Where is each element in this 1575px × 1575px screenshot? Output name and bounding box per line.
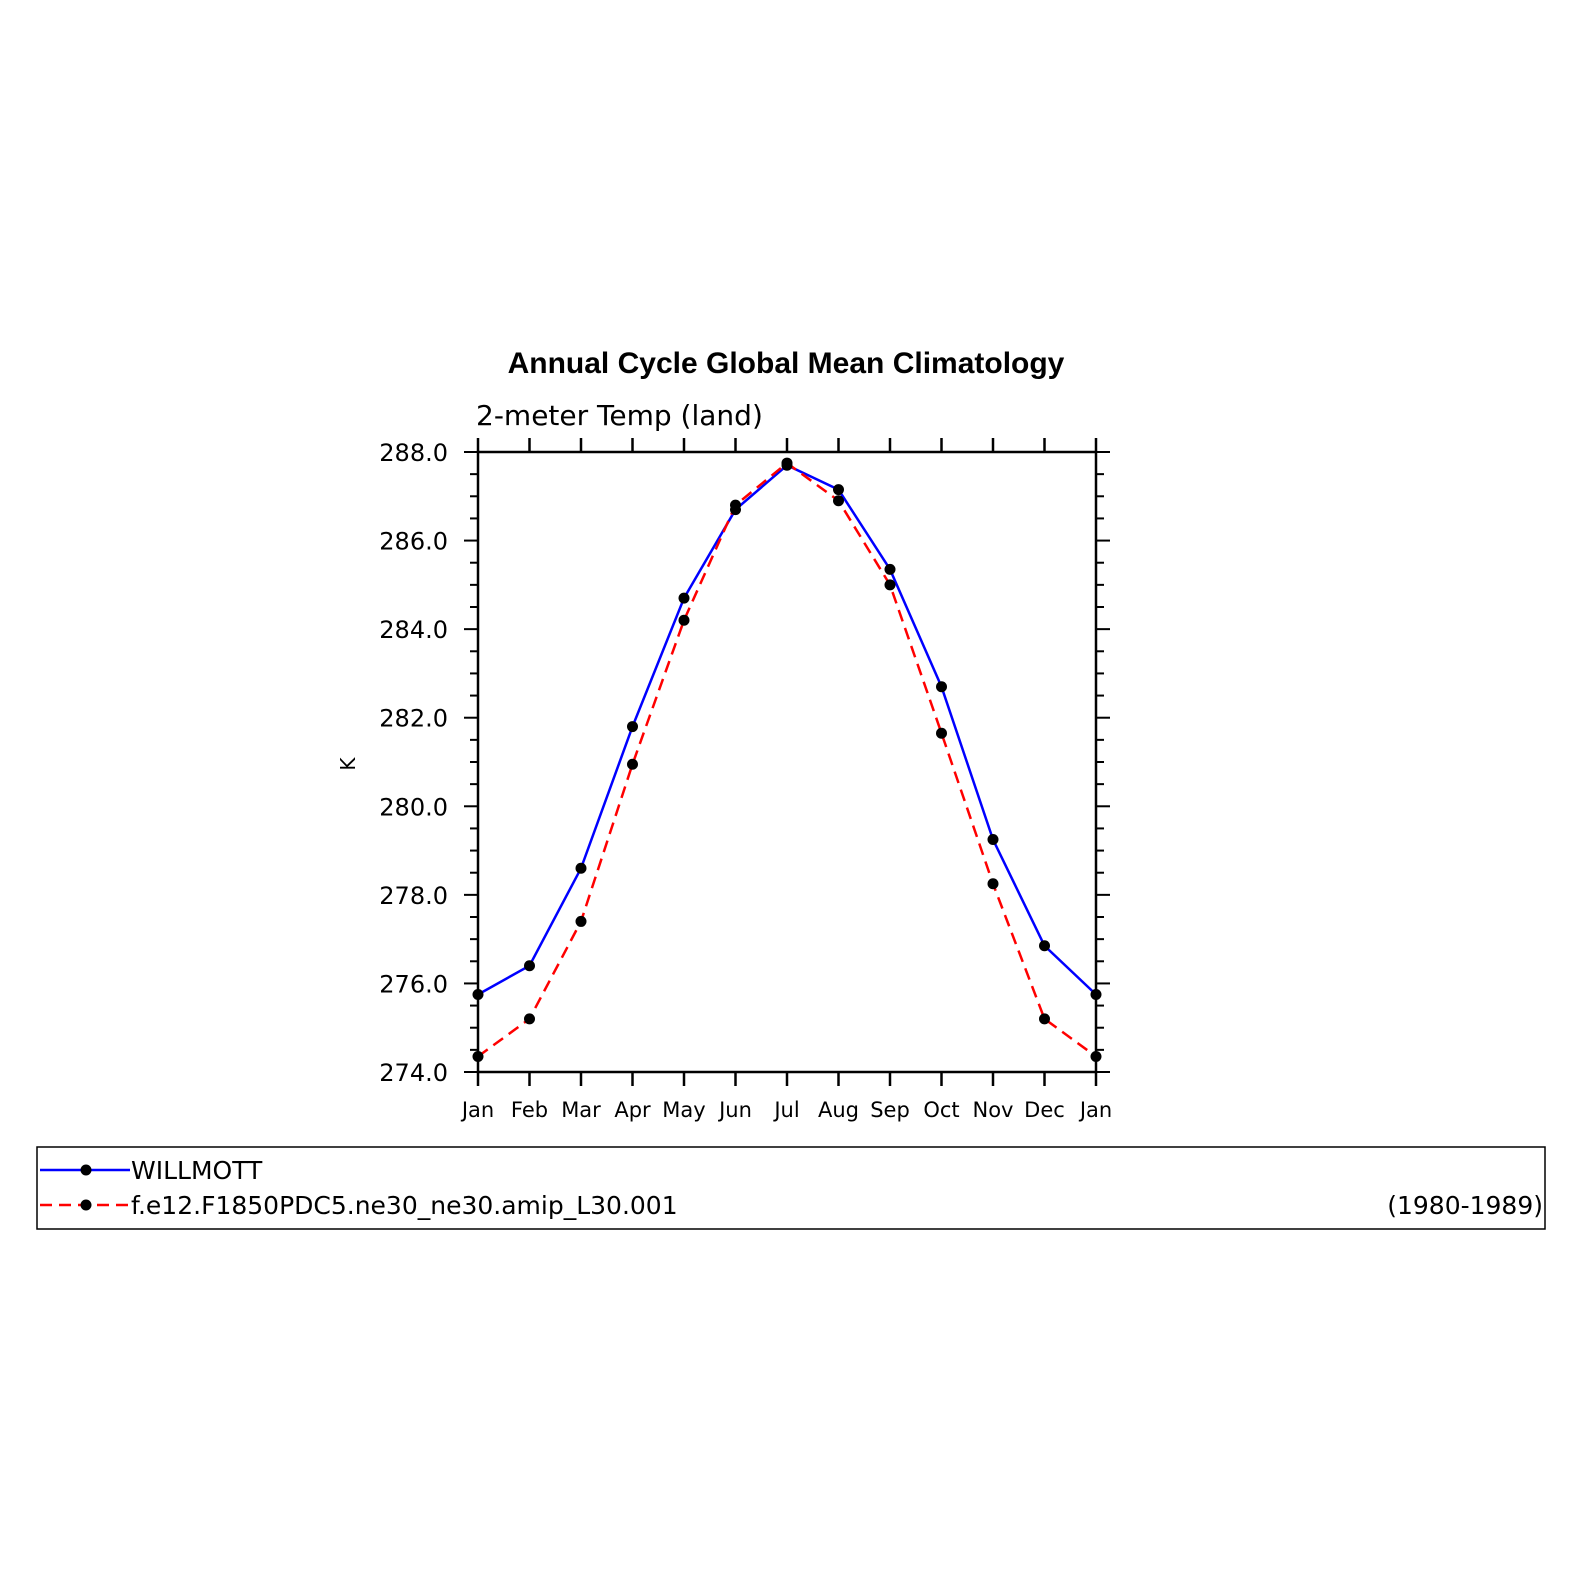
- series-point: [833, 484, 844, 496]
- x-tick-label: Jan: [460, 1098, 494, 1122]
- x-tick-label: Jul: [772, 1098, 799, 1122]
- x-tick-label: Mar: [561, 1098, 601, 1122]
- series-point: [472, 1051, 484, 1062]
- series-point: [936, 727, 947, 739]
- series-line: [477, 461, 1097, 1058]
- legend: WILLMOTT f.e12.F1850PDC5.ne30_ne30.amip_L…: [36, 1146, 1546, 1230]
- y-tick-label: 280.0: [379, 793, 448, 821]
- x-tick-label: Sep: [870, 1098, 910, 1122]
- series-point: [1090, 989, 1102, 1000]
- y-tick-label: 288.0: [379, 439, 448, 467]
- series-group: [472, 457, 1102, 1062]
- series-point: [627, 758, 638, 770]
- y-tick-label: 284.0: [379, 616, 448, 644]
- y-tick-label: 278.0: [379, 882, 448, 910]
- series-point: [575, 862, 587, 874]
- y-tick-label: 274.0: [379, 1059, 448, 1087]
- legend-marker: [80, 1164, 92, 1176]
- plot-frame: [476, 450, 1098, 1074]
- x-tick-labels: Jan Feb Mar Apr May Jun Jul Aug Sep Oct Nov Dec Jan: [460, 1098, 1112, 1122]
- series-point: [678, 614, 690, 626]
- x-tick-label: Feb: [511, 1098, 548, 1122]
- legend-label: f.e12.F1850PDC5.ne30_ne30.amip_L30.001: [131, 1191, 678, 1220]
- x-tick-label: Jan: [1078, 1098, 1112, 1122]
- legend-marker: [80, 1199, 92, 1211]
- series-point: [987, 878, 999, 890]
- legend-label: WILLMOTT: [131, 1156, 263, 1185]
- series-line: [477, 463, 1097, 996]
- chart-subtitle: 2-meter Temp (land): [476, 399, 763, 432]
- x-tick-label: Jun: [717, 1098, 752, 1122]
- y-tick-labels: 274.0 276.0 278.0 280.0 282.0 284.0 286.0 288.0: [379, 439, 448, 1087]
- series-point: [627, 721, 638, 733]
- series-point: [575, 915, 587, 927]
- series-point: [987, 834, 999, 845]
- chart-title: Annual Cycle Global Mean Climatology: [508, 347, 1065, 380]
- series-point: [524, 960, 535, 972]
- series-point: [1090, 1051, 1102, 1062]
- y-tick-label: 276.0: [379, 970, 448, 998]
- x-tick-label: Dec: [1024, 1098, 1065, 1122]
- x-tick-label: May: [662, 1098, 705, 1122]
- series-point: [678, 592, 690, 604]
- legend-entries: WILLMOTT f.e12.F1850PDC5.ne30_ne30.amip_L…: [40, 1156, 678, 1220]
- x-tick-label: Oct: [923, 1098, 959, 1122]
- series-point: [936, 681, 947, 693]
- x-tick-label: Nov: [973, 1098, 1014, 1122]
- series-point: [781, 457, 793, 469]
- series-point: [524, 1013, 535, 1025]
- y-tick-label: 286.0: [379, 528, 448, 556]
- axis-ticks: [464, 438, 1110, 1086]
- x-tick-label: Aug: [818, 1098, 859, 1122]
- series-point: [730, 499, 741, 511]
- y-axis-label: K: [336, 757, 360, 771]
- y-tick-label: 282.0: [379, 705, 448, 733]
- series-point: [1039, 940, 1050, 952]
- legend-period-note: (1980-1989): [1387, 1191, 1543, 1220]
- legend-box: [36, 1146, 1546, 1230]
- series-point: [833, 495, 844, 507]
- x-tick-label: Apr: [614, 1098, 651, 1122]
- series-point: [884, 579, 896, 591]
- series-point: [884, 563, 896, 575]
- series-point: [472, 989, 484, 1000]
- series-point: [1039, 1013, 1050, 1025]
